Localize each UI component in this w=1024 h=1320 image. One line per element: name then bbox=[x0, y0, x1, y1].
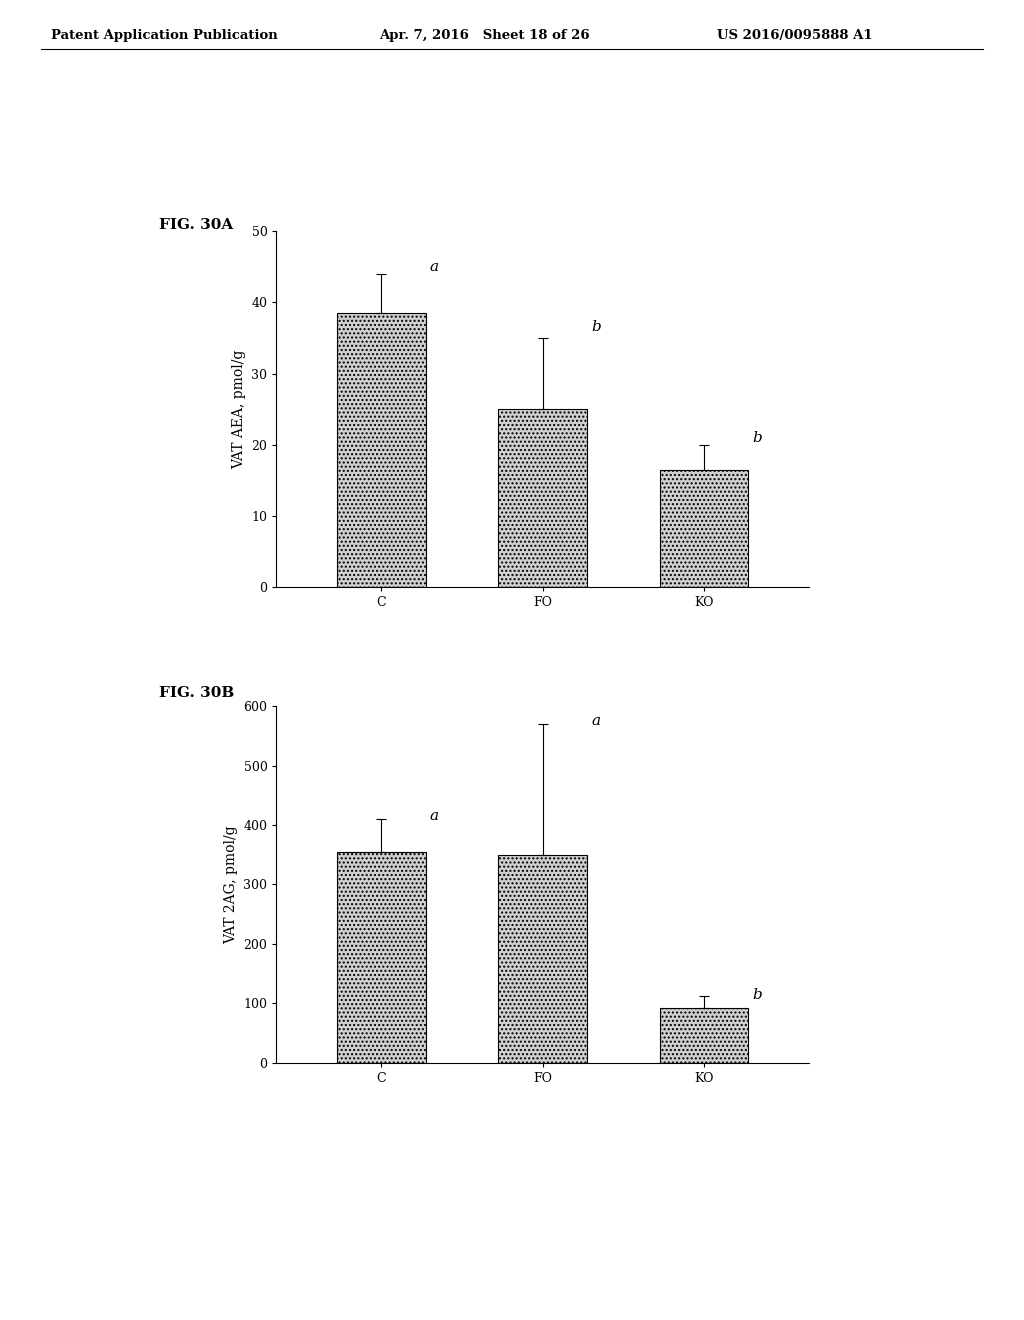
Text: Patent Application Publication: Patent Application Publication bbox=[51, 29, 278, 42]
Bar bbox=[499, 409, 587, 587]
Text: a: a bbox=[430, 809, 439, 824]
Y-axis label: VAT AEA, pmol/g: VAT AEA, pmol/g bbox=[231, 350, 246, 469]
Y-axis label: VAT 2AG, pmol/g: VAT 2AG, pmol/g bbox=[224, 825, 238, 944]
Text: b: b bbox=[591, 321, 601, 334]
Bar bbox=[337, 313, 426, 587]
Text: b: b bbox=[753, 430, 762, 445]
Bar bbox=[659, 470, 749, 587]
Text: a: a bbox=[591, 714, 600, 729]
Bar bbox=[499, 855, 587, 1063]
Text: b: b bbox=[753, 987, 762, 1002]
Text: Apr. 7, 2016   Sheet 18 of 26: Apr. 7, 2016 Sheet 18 of 26 bbox=[379, 29, 590, 42]
Text: US 2016/0095888 A1: US 2016/0095888 A1 bbox=[717, 29, 872, 42]
Text: FIG. 30A: FIG. 30A bbox=[159, 218, 233, 232]
Bar bbox=[659, 1008, 749, 1063]
Bar bbox=[337, 851, 426, 1063]
Text: a: a bbox=[430, 260, 439, 273]
Text: FIG. 30B: FIG. 30B bbox=[159, 686, 234, 701]
